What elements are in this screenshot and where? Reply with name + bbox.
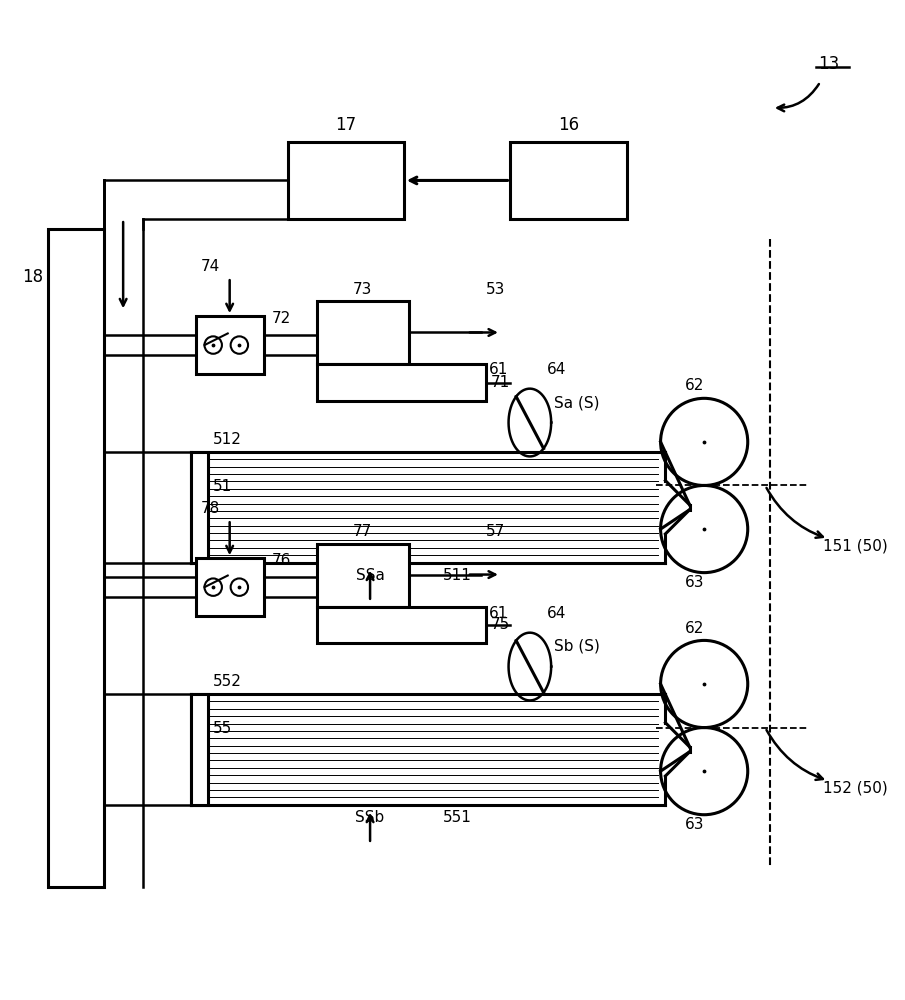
Text: 53: 53	[486, 282, 506, 297]
Text: 76: 76	[272, 553, 291, 568]
Bar	[195, 558, 263, 616]
Text: 61: 61	[490, 362, 509, 377]
Bar	[48, 229, 104, 887]
Text: 152 (50): 152 (50)	[824, 781, 888, 796]
Text: 13: 13	[818, 55, 840, 73]
Text: Sa (S): Sa (S)	[554, 395, 600, 410]
Text: 64: 64	[548, 606, 567, 621]
Text: SSb: SSb	[356, 810, 385, 825]
Text: 62: 62	[685, 378, 704, 393]
Text: 72: 72	[272, 311, 291, 326]
Text: 18: 18	[22, 268, 43, 286]
Bar	[191, 452, 208, 563]
Text: 77: 77	[353, 524, 372, 539]
Text: SSa: SSa	[356, 568, 385, 583]
Text: 51: 51	[214, 479, 233, 494]
Bar	[317, 301, 409, 364]
Text: 71: 71	[491, 375, 510, 390]
Text: 552: 552	[214, 674, 242, 689]
Text: 16: 16	[558, 116, 579, 134]
Bar	[191, 694, 208, 805]
Text: 512: 512	[214, 432, 242, 447]
Text: Sb (S): Sb (S)	[554, 638, 600, 653]
Text: 57: 57	[486, 524, 506, 539]
Text: 151 (50): 151 (50)	[824, 539, 888, 554]
Text: 61: 61	[490, 606, 509, 621]
Text: 63: 63	[685, 575, 704, 590]
Bar	[288, 142, 404, 219]
Bar	[317, 364, 486, 401]
Bar	[510, 142, 626, 219]
Text: 64: 64	[548, 362, 567, 377]
Bar	[195, 316, 263, 374]
Text: 551: 551	[443, 810, 472, 825]
Text: 63: 63	[685, 817, 704, 832]
Text: 74: 74	[201, 259, 220, 274]
Text: 511: 511	[443, 568, 472, 583]
Text: 55: 55	[214, 721, 233, 736]
Text: 78: 78	[201, 501, 220, 516]
Text: 75: 75	[491, 617, 510, 632]
Bar	[317, 544, 409, 607]
Text: 62: 62	[685, 621, 704, 636]
Bar	[317, 607, 486, 643]
Text: 73: 73	[353, 282, 372, 297]
Text: 17: 17	[336, 116, 357, 134]
